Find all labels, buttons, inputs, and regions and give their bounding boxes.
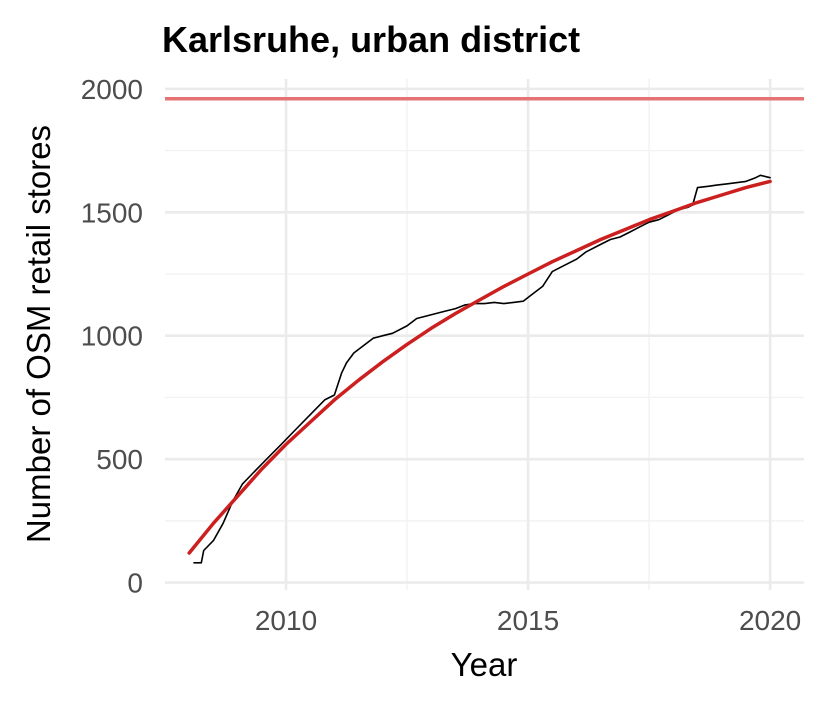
y-tick-label: 500 xyxy=(96,444,143,475)
fitted-curve-line xyxy=(187,179,772,555)
y-tick-label: 0 xyxy=(127,568,143,599)
x-tick-label: 2015 xyxy=(497,605,559,636)
chart-title: Karlsruhe, urban district xyxy=(162,19,580,60)
x-tick-label: 2010 xyxy=(255,605,317,636)
grid xyxy=(165,79,804,590)
observed-series-line xyxy=(193,174,771,564)
y-tick-label: 1500 xyxy=(81,197,143,228)
y-tick-label: 2000 xyxy=(81,74,143,105)
series-group xyxy=(187,174,772,564)
y-tick-label: 1000 xyxy=(81,321,143,352)
x-axis-title: Year xyxy=(451,646,518,683)
x-tick-labels: 2010 2015 2020 xyxy=(255,605,801,636)
y-tick-labels: 0 500 1000 1500 2000 xyxy=(81,74,143,599)
y-axis-title: Number of OSM retail stores xyxy=(20,125,57,543)
x-tick-label: 2020 xyxy=(739,605,801,636)
